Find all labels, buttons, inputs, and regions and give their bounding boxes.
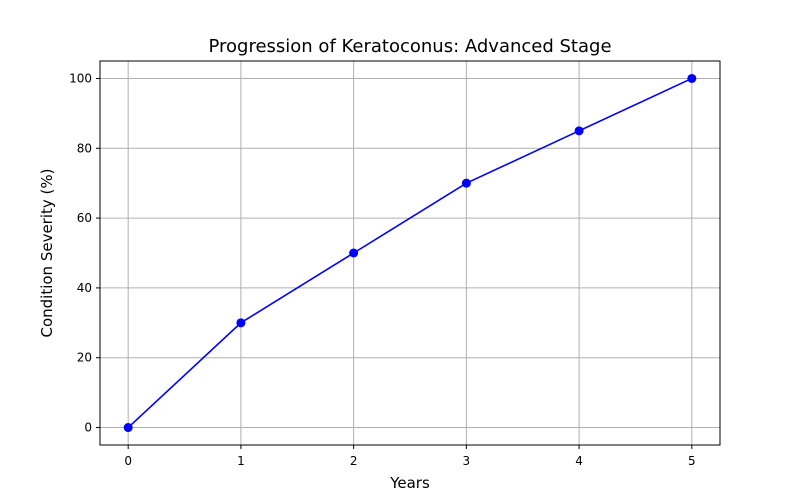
data-point [236, 318, 246, 328]
ticks: 0 1 2 3 4 5 0 20 40 60 80 100 [69, 71, 696, 468]
data-point [349, 248, 359, 258]
y-tick-label: 20 [77, 351, 92, 365]
x-tick-label: 5 [688, 454, 696, 468]
x-tick-label: 0 [124, 454, 132, 468]
chart-title: Progression of Keratoconus: Advanced Sta… [208, 36, 611, 57]
x-axis-label: Years [389, 474, 430, 492]
data-point [123, 423, 133, 433]
x-tick-label: 4 [575, 454, 583, 468]
y-axis-label: Condition Severity (%) [38, 168, 56, 337]
series-line [127, 77, 693, 429]
y-tick-label: 40 [77, 281, 92, 295]
y-tick-label: 60 [77, 211, 92, 225]
x-tick-label: 1 [237, 454, 245, 468]
x-tick-label: 2 [350, 454, 358, 468]
y-tick-label: 100 [69, 71, 92, 85]
y-tick-label: 80 [77, 141, 92, 155]
data-point [574, 126, 584, 136]
x-tick-label: 3 [463, 454, 471, 468]
grid [100, 61, 720, 445]
data-point [461, 178, 471, 188]
plot-frame [99, 60, 721, 446]
data-point [687, 73, 697, 83]
y-tick-label: 0 [84, 421, 92, 435]
series [123, 73, 697, 433]
